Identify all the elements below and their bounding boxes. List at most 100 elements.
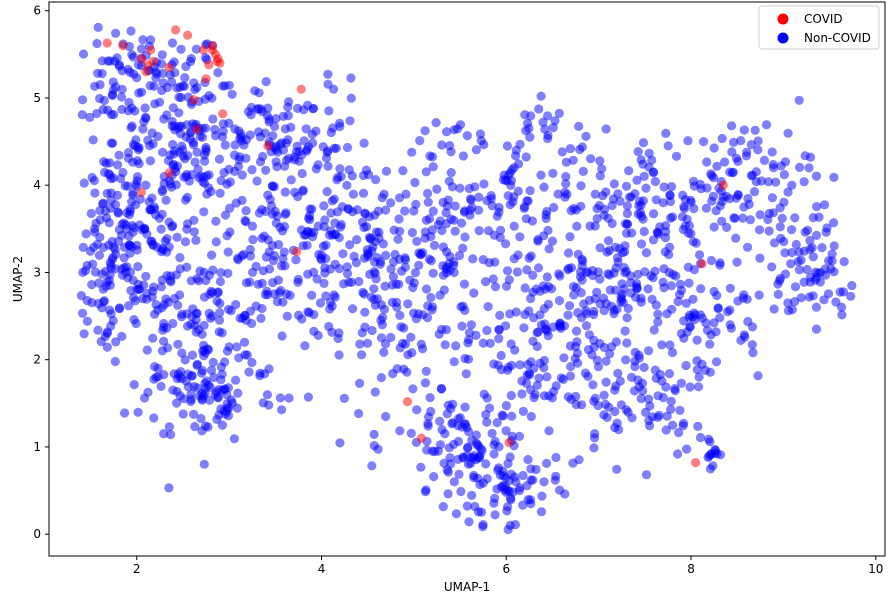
non-covid-point — [399, 364, 409, 374]
non-covid-point — [743, 242, 753, 252]
non-covid-point — [481, 277, 491, 287]
non-covid-point — [661, 128, 671, 138]
non-covid-point — [498, 411, 508, 421]
non-covid-point — [87, 172, 97, 183]
non-covid-point — [211, 216, 221, 226]
non-covid-point — [775, 222, 785, 232]
y-tick-label: 3 — [33, 265, 41, 279]
legend: COVID Non-COVID — [758, 5, 880, 50]
non-covid-point — [535, 310, 545, 320]
non-covid-point — [522, 481, 532, 491]
non-covid-point — [613, 189, 623, 199]
non-covid-point — [226, 306, 236, 316]
non-covid-point — [278, 254, 288, 264]
non-covid-point — [811, 302, 822, 312]
non-covid-point — [129, 380, 139, 390]
non-covid-point — [817, 243, 827, 253]
non-covid-point — [171, 270, 181, 280]
non-covid-point — [209, 372, 219, 382]
non-covid-point — [369, 441, 379, 451]
non-covid-point — [185, 56, 196, 67]
non-covid-point — [713, 304, 723, 314]
non-covid-point — [685, 322, 695, 332]
non-covid-point — [164, 483, 174, 493]
non-covid-point — [451, 341, 461, 351]
non-covid-point — [93, 22, 103, 32]
non-covid-point — [543, 225, 553, 235]
non-covid-point — [425, 151, 435, 161]
non-covid-point — [643, 284, 653, 294]
non-covid-point — [706, 255, 717, 266]
non-covid-point — [808, 291, 818, 301]
non-covid-point — [506, 339, 516, 349]
non-covid-point — [747, 322, 758, 332]
non-covid-point — [323, 69, 333, 79]
non-covid-point — [157, 346, 167, 356]
non-covid-point — [799, 277, 809, 287]
non-covid-point — [732, 257, 742, 267]
non-covid-point — [473, 453, 483, 463]
non-covid-point — [248, 235, 258, 245]
non-covid-point — [743, 193, 753, 204]
non-covid-point — [204, 170, 214, 180]
non-covid-point — [601, 124, 611, 134]
non-covid-point — [445, 453, 455, 463]
non-covid-point — [479, 389, 489, 399]
non-covid-point — [550, 475, 560, 485]
non-covid-point — [649, 209, 659, 219]
non-covid-point — [557, 147, 567, 157]
non-covid-point — [648, 235, 659, 245]
non-covid-point — [494, 334, 504, 344]
non-covid-point — [511, 307, 521, 317]
non-covid-point — [767, 193, 778, 203]
non-covid-point — [790, 213, 800, 223]
non-covid-point — [679, 418, 689, 428]
non-covid-point — [442, 127, 452, 137]
non-covid-point — [213, 392, 223, 402]
non-covid-point — [110, 264, 121, 274]
non-covid-point — [362, 338, 373, 348]
non-covid-point — [686, 195, 696, 205]
non-covid-point — [277, 331, 287, 341]
non-covid-point — [839, 257, 849, 267]
non-covid-point — [554, 269, 564, 279]
non-covid-point — [224, 342, 234, 352]
non-covid-point — [346, 93, 356, 103]
non-covid-point — [633, 147, 643, 157]
non-covid-point — [198, 177, 208, 187]
non-covid-point — [108, 77, 118, 87]
non-covid-point — [348, 304, 358, 314]
non-covid-point — [442, 465, 452, 475]
non-covid-point — [199, 320, 209, 330]
non-covid-point — [379, 347, 389, 357]
non-covid-point — [377, 193, 387, 203]
non-covid-point — [450, 201, 460, 211]
non-covid-point — [159, 114, 169, 124]
non-covid-point — [394, 214, 404, 224]
non-covid-point — [689, 265, 699, 275]
non-covid-point — [460, 419, 470, 429]
non-covid-point — [460, 402, 470, 412]
non-covid-point — [210, 124, 220, 135]
non-covid-point — [376, 333, 387, 343]
non-covid-point — [313, 160, 323, 170]
non-covid-point — [440, 429, 450, 439]
non-covid-point — [553, 189, 563, 199]
non-covid-point — [275, 393, 285, 403]
non-covid-point — [200, 52, 210, 63]
non-covid-point — [131, 318, 141, 329]
non-covid-point — [767, 262, 777, 272]
non-covid-point — [298, 186, 308, 196]
non-covid-point — [82, 260, 92, 271]
non-covid-point — [645, 401, 655, 411]
non-covid-point — [438, 502, 448, 512]
non-covid-point — [829, 172, 839, 182]
non-covid-point — [158, 147, 168, 157]
non-covid-point — [246, 102, 257, 112]
non-covid-point — [504, 486, 514, 496]
non-covid-point — [464, 183, 474, 194]
non-covid-point — [447, 182, 457, 192]
non-covid-point — [847, 280, 857, 291]
non-covid-point — [117, 92, 127, 102]
non-covid-point — [638, 214, 648, 224]
